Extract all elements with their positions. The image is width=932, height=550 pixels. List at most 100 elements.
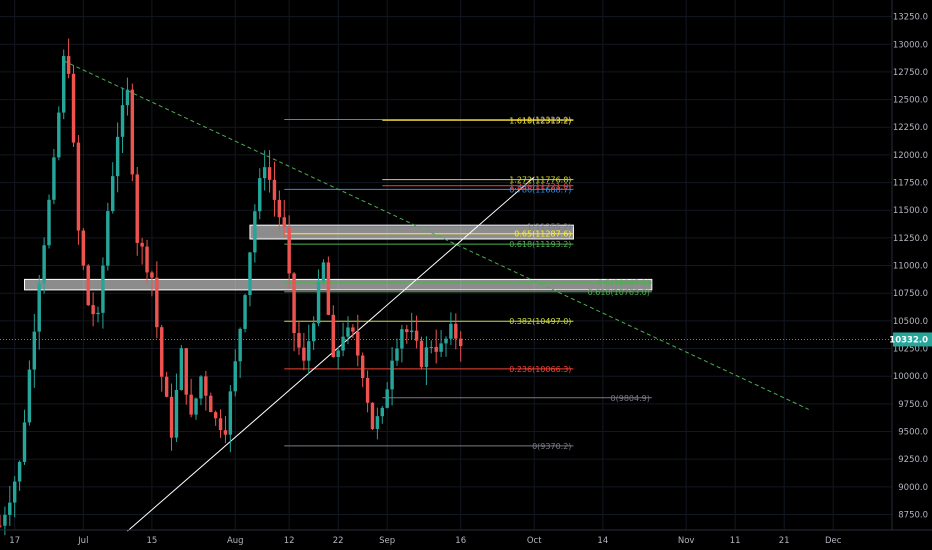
candle-body xyxy=(174,389,179,438)
price-tick-label: 9250.0 xyxy=(898,455,928,465)
candle-body xyxy=(311,323,316,342)
candle-body xyxy=(120,105,125,137)
candle-body xyxy=(449,323,453,339)
price-tick-label: 10750.0 xyxy=(893,289,928,299)
candle-body xyxy=(360,355,365,379)
time-tick-label: 11 xyxy=(730,536,741,546)
candle-body xyxy=(91,305,95,315)
candle-body xyxy=(297,332,301,348)
candle-body xyxy=(272,179,277,200)
candle-body xyxy=(419,340,424,367)
candle-body xyxy=(400,329,404,349)
candle-body xyxy=(253,211,257,253)
price-tick-label: 10000.0 xyxy=(893,372,928,382)
candle-body xyxy=(331,314,335,358)
price-tick-label: 9500.0 xyxy=(898,428,928,438)
time-tick-label: Jul xyxy=(77,536,88,546)
candle-body xyxy=(424,347,429,367)
candle-body xyxy=(3,514,7,526)
candle-body xyxy=(135,174,139,243)
candle-body xyxy=(61,56,66,113)
candle-body xyxy=(444,338,448,344)
candle-body xyxy=(228,391,233,435)
price-tick-label: 12500.0 xyxy=(893,96,928,106)
candle-body xyxy=(321,262,326,282)
candle-body xyxy=(282,217,286,228)
candle-body xyxy=(189,394,193,415)
candle-body xyxy=(17,461,22,482)
candle-body xyxy=(57,112,61,158)
candle-body xyxy=(130,89,135,175)
time-tick-label: Aug xyxy=(227,536,244,546)
price-tick-label: 10500.0 xyxy=(893,317,928,327)
candle-body xyxy=(86,265,90,306)
candle-body xyxy=(258,178,262,212)
candle-body xyxy=(458,338,463,347)
candle-body xyxy=(111,176,115,212)
last-price-marker: 10332.0 xyxy=(0,332,932,347)
time-tick-label: Dec xyxy=(825,536,842,546)
upper-zone xyxy=(249,224,574,240)
candle-body xyxy=(405,329,409,333)
price-tick-label: 9000.0 xyxy=(898,483,928,493)
time-tick-label: Oct xyxy=(527,536,542,546)
candle-body xyxy=(160,327,164,377)
candle-body xyxy=(52,157,56,200)
candle-body xyxy=(115,136,120,177)
candle-body xyxy=(233,361,237,392)
candle-body xyxy=(155,277,159,328)
fib-level-label: 0.618(10763.0) xyxy=(588,288,650,297)
candle-body xyxy=(277,199,282,218)
candle-body xyxy=(101,265,105,313)
candle-body xyxy=(27,369,32,423)
candle-body xyxy=(169,396,174,438)
last-price-badge xyxy=(893,332,932,347)
time-tick-label: 21 xyxy=(779,536,790,546)
lower-zone xyxy=(24,278,653,291)
time-tick-label: 15 xyxy=(147,536,158,546)
candle-body xyxy=(223,430,228,435)
candle-body xyxy=(365,378,370,403)
candle-body xyxy=(150,272,154,278)
candle-body xyxy=(409,330,414,333)
price-tick-label: 13250.0 xyxy=(893,13,928,23)
fib-level-label: 0.618(11193.2) xyxy=(509,240,571,249)
fib-level-label: 0.65(11287.6) xyxy=(514,230,571,239)
time-tick-label: Sep xyxy=(379,536,395,546)
price-tick-label: 13000.0 xyxy=(893,40,928,50)
candle-body xyxy=(351,327,355,332)
price-tick-label: 11250.0 xyxy=(893,234,928,244)
fib-level-label: 0.382(10497.0) xyxy=(509,317,571,326)
candle-body xyxy=(287,227,291,274)
candle-body xyxy=(375,416,380,429)
candle-body xyxy=(341,336,345,351)
time-tick-label: 12 xyxy=(284,536,295,546)
last-price-label: 10332.0 xyxy=(889,335,928,345)
price-axis[interactable]: 13250.0 13000.0 12750.0 12500.0 12250.0 12000… xyxy=(893,13,928,521)
price-tick-label: 8750.0 xyxy=(898,511,928,521)
candle-body xyxy=(326,262,331,315)
price-tick-label: 9750.0 xyxy=(898,400,928,410)
candle-body xyxy=(434,346,438,352)
candle-body xyxy=(140,242,144,247)
price-tick-label: 10250.0 xyxy=(893,345,928,355)
candle-body xyxy=(307,341,311,361)
candle-body xyxy=(47,199,51,246)
candle-body xyxy=(439,343,443,352)
candle-body xyxy=(81,230,86,266)
fib-level-label: 0(9370.2) xyxy=(532,442,571,451)
candle-body xyxy=(76,142,81,231)
fib-ext-label: 1.618(12313.2) xyxy=(509,116,571,125)
ascending-trendline xyxy=(127,176,535,532)
candle-body xyxy=(316,281,321,324)
level-labels: 1(11355.2)0.786(11688.7)0.618(11193.2)0.… xyxy=(509,115,650,450)
time-axis[interactable]: 17 Jul 15 Aug 12 22 Sep 16 Oct 14 Nov 11 21 Dec xyxy=(9,536,841,546)
candle-body xyxy=(267,167,272,180)
candle-body xyxy=(385,389,389,408)
candle-body xyxy=(395,348,399,361)
candles-layer xyxy=(0,38,463,536)
fib-ext-label: 1.236(11721.0) xyxy=(509,182,571,191)
candle-body xyxy=(106,211,110,266)
